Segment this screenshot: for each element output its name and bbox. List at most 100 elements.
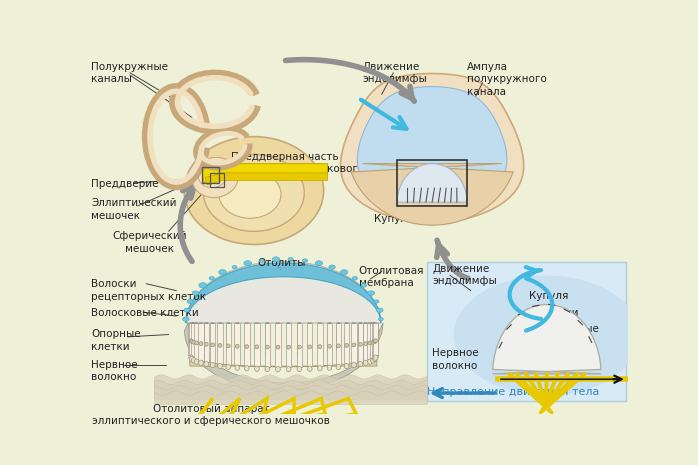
Polygon shape [186, 261, 381, 323]
Ellipse shape [191, 358, 196, 363]
Ellipse shape [373, 356, 377, 362]
Ellipse shape [302, 259, 308, 262]
Bar [373, 323, 378, 355]
Ellipse shape [192, 291, 199, 295]
Bar [357, 323, 363, 362]
Ellipse shape [352, 343, 356, 347]
Ellipse shape [327, 365, 332, 370]
Ellipse shape [329, 265, 335, 269]
Ellipse shape [218, 270, 226, 275]
Ellipse shape [244, 261, 251, 266]
Polygon shape [155, 380, 427, 394]
Ellipse shape [255, 345, 259, 349]
Ellipse shape [244, 365, 249, 371]
Text: Сферический
мешочек: Сферический мешочек [112, 232, 186, 254]
Text: Направление движения тела: Направление движения тела [426, 387, 599, 397]
Ellipse shape [352, 362, 356, 368]
Ellipse shape [183, 317, 189, 321]
Ellipse shape [373, 339, 378, 343]
Ellipse shape [235, 365, 239, 370]
Ellipse shape [358, 361, 363, 367]
Text: Нервное
волокно: Нервное волокно [91, 360, 138, 382]
Ellipse shape [211, 343, 214, 347]
Polygon shape [202, 164, 327, 183]
Ellipse shape [336, 344, 341, 348]
Ellipse shape [265, 366, 269, 372]
Ellipse shape [187, 299, 193, 304]
Bar [275, 323, 281, 367]
Polygon shape [341, 73, 524, 223]
Bar [351, 323, 357, 363]
Ellipse shape [376, 308, 383, 312]
Ellipse shape [184, 137, 324, 245]
Ellipse shape [288, 258, 293, 261]
Ellipse shape [276, 345, 280, 349]
Ellipse shape [307, 366, 312, 372]
Ellipse shape [361, 284, 366, 287]
Ellipse shape [287, 345, 290, 349]
Ellipse shape [336, 364, 341, 370]
Text: Движение
эндолимфы: Движение эндолимфы [432, 264, 497, 286]
FancyBboxPatch shape [426, 262, 626, 401]
Text: Волоски
рецепторных клеток: Волоски рецепторных клеток [91, 279, 206, 301]
Ellipse shape [368, 291, 375, 295]
Text: Волосковые
клетки: Волосковые клетки [533, 324, 599, 346]
Text: Купуля: Купуля [529, 291, 568, 301]
Ellipse shape [364, 360, 368, 365]
Ellipse shape [368, 341, 372, 345]
Ellipse shape [315, 261, 322, 266]
Ellipse shape [344, 363, 349, 369]
Ellipse shape [318, 345, 322, 349]
Ellipse shape [454, 276, 640, 395]
Polygon shape [397, 164, 467, 202]
Ellipse shape [204, 361, 209, 367]
Text: Отолиты: Отолиты [258, 259, 306, 268]
Bar [317, 323, 322, 366]
Text: Движение
эндолимфы: Движение эндолимфы [362, 62, 427, 84]
Ellipse shape [374, 300, 379, 303]
Ellipse shape [195, 341, 199, 345]
Bar [265, 323, 270, 367]
Bar [297, 323, 302, 367]
Ellipse shape [371, 358, 376, 363]
Ellipse shape [199, 342, 203, 345]
Ellipse shape [341, 270, 348, 275]
Bar [327, 323, 332, 365]
Ellipse shape [205, 342, 208, 346]
Ellipse shape [345, 344, 348, 347]
Bar [194, 323, 200, 359]
Text: Преддверная часть
преддверно-улиткового нерва: Преддверная часть преддверно-улиткового … [230, 152, 400, 174]
Polygon shape [205, 173, 327, 185]
Ellipse shape [297, 345, 302, 349]
Ellipse shape [190, 339, 193, 344]
Ellipse shape [318, 365, 322, 371]
Ellipse shape [255, 366, 259, 372]
Text: Преддверие: Преддверие [91, 179, 158, 189]
Ellipse shape [276, 366, 281, 372]
Ellipse shape [308, 345, 312, 349]
Ellipse shape [359, 342, 362, 346]
Ellipse shape [192, 157, 238, 198]
Polygon shape [357, 86, 507, 210]
Ellipse shape [218, 344, 222, 347]
Bar [371, 323, 376, 358]
Bar [397, 160, 467, 206]
Ellipse shape [272, 257, 280, 262]
Text: Отолитовая
мембрана: Отолитовая мембрана [359, 266, 424, 288]
Bar [225, 323, 231, 365]
Text: Нервное
волокно: Нервное волокно [432, 348, 479, 371]
Text: Полукружные
каналы: Полукружные каналы [91, 62, 168, 84]
Bar [336, 323, 341, 365]
Bar [307, 323, 313, 366]
Ellipse shape [226, 344, 230, 348]
Bar [189, 323, 195, 357]
Ellipse shape [265, 345, 269, 349]
Ellipse shape [364, 342, 368, 345]
Ellipse shape [378, 318, 383, 321]
Ellipse shape [371, 340, 375, 344]
Bar [244, 323, 249, 366]
Ellipse shape [192, 340, 195, 344]
Bar [235, 323, 240, 365]
Ellipse shape [245, 345, 248, 349]
Ellipse shape [210, 362, 215, 368]
